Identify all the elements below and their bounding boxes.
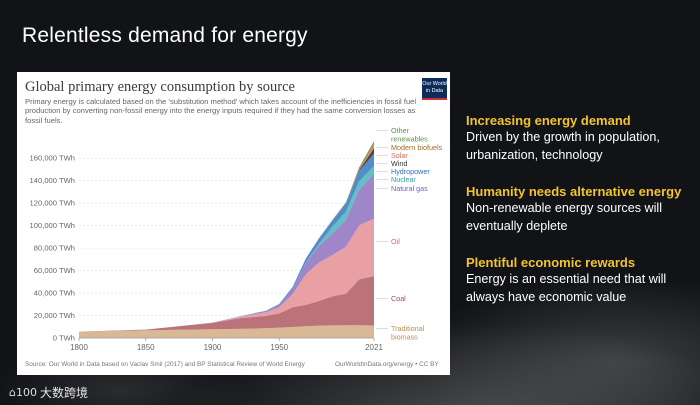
brand-text: 大数跨境 — [39, 386, 88, 400]
chart-title: Global primary energy consumption by sou… — [25, 79, 295, 95]
x-tick-label: 1950 — [270, 343, 288, 352]
legend-label: Natural gas — [391, 184, 428, 193]
x-tick-label: 1800 — [70, 343, 88, 352]
key-point-body: Driven by the growth in population, urba… — [466, 130, 660, 162]
legend-label: Oil — [391, 237, 400, 246]
area-series-oil — [79, 218, 374, 332]
y-tick-label: 40,000 TWh — [34, 289, 75, 298]
x-tick-label: 1900 — [204, 343, 222, 352]
chart-panel: Global primary energy consumption by sou… — [17, 72, 450, 375]
legend-label: Nuclear — [391, 175, 416, 184]
owid-logo: Our World in Data — [422, 78, 447, 100]
y-tick-label: 80,000 TWh — [34, 244, 75, 253]
area-series-coal — [79, 276, 374, 332]
energy-area-chart: 0 TWh 20,000 TWh 40,000 TWh 60,000 TWh 80,00… — [30, 126, 443, 352]
key-points-list: Increasing energy demand Driven by the g… — [466, 112, 691, 325]
owid-logo-line2: in Data — [425, 87, 444, 94]
slide-title: Relentless demand for energy — [22, 24, 308, 47]
brand-mark-icon: ⌂100 — [9, 386, 37, 399]
legend-label: Wind — [391, 159, 407, 168]
key-point-heading: Humanity needs alternative energy — [466, 184, 682, 199]
y-tick-label: 60,000 TWh — [34, 266, 75, 275]
y-tick-label: 120,000 TWh — [30, 199, 75, 208]
chart-source-note: Source: Our World in Data based on Vacla… — [25, 361, 305, 368]
y-tick-label: 100,000 TWh — [30, 221, 75, 230]
legend-label: Traditional biomass — [391, 324, 425, 342]
x-tick-label: 1850 — [137, 343, 155, 352]
chart-subtitle: Primary energy is calculated based on th… — [25, 97, 417, 125]
x-tick-label: 2021 — [365, 343, 383, 352]
owid-logo-line1: Our World — [422, 81, 447, 87]
legend-label: Other renewables — [391, 126, 428, 144]
y-tick-label: 140,000 TWh — [30, 176, 75, 185]
area-series-traditional-biomass — [79, 325, 374, 338]
key-point-demand: Increasing energy demand Driven by the g… — [466, 112, 691, 164]
area-series-natural-gas — [79, 173, 374, 332]
chart-license-note: OurWorldInData.org/energy • CC BY — [335, 361, 439, 368]
y-tick-label: 0 TWh — [53, 334, 75, 343]
legend-label: Coal — [391, 294, 406, 303]
key-point-body: Energy is an essential need that will al… — [466, 272, 667, 304]
key-point-heading: Increasing energy demand — [466, 113, 631, 128]
y-tick-label: 20,000 TWh — [34, 311, 75, 320]
legend-label: Modern biofuels — [391, 143, 443, 152]
brand-logo: ⌂100 大数跨境 — [9, 384, 88, 401]
key-point-alternative: Humanity needs alternative energy Non-re… — [466, 183, 691, 235]
legend-label: Solar — [391, 151, 408, 160]
key-point-body: Non-renewable energy sources will eventu… — [466, 201, 662, 233]
key-point-heading: Plentiful economic rewards — [466, 255, 636, 270]
y-tick-label: 160,000 TWh — [30, 154, 75, 163]
legend-label: Hydropower — [391, 167, 430, 176]
key-point-rewards: Plentiful economic rewards Energy is an … — [466, 254, 691, 306]
